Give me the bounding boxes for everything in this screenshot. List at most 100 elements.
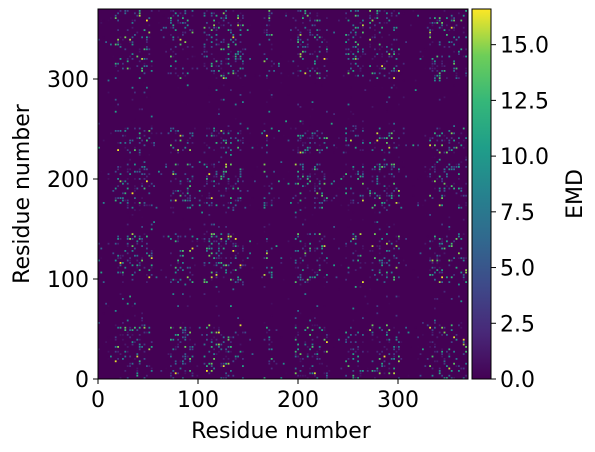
heatmap-cell [326,41,328,43]
heatmap-cell [114,62,117,65]
heatmap-cell [333,238,335,240]
heatmap-cell [225,17,227,19]
heatmap-cell [146,283,148,286]
heatmap-cell [134,271,136,274]
heatmap-cell [400,358,403,360]
heatmap-cell [374,274,376,276]
heatmap-cell [186,355,189,358]
heatmap-cell [352,211,355,214]
heatmap-cell [172,293,175,295]
heatmap-cell [306,46,309,48]
heatmap-cell [220,257,223,259]
heatmap-cell [167,17,170,19]
heatmap-cell [273,197,275,199]
heatmap-cell [450,14,453,17]
heatmap-cell [429,144,431,147]
heatmap-cell [184,331,187,334]
heatmap-cell [297,139,299,142]
heatmap-cell [124,343,127,346]
heatmap-cell [138,238,141,240]
heatmap-cell [131,274,134,276]
heatmap-cell [117,254,119,257]
heatmap-cell [306,67,309,70]
heatmap-cell [345,173,347,175]
heatmap-cell [443,96,446,99]
heatmap-cell [316,14,319,17]
heatmap-cell [215,353,218,355]
heatmap-cell [131,278,134,281]
heatmap-cell [294,238,297,240]
heatmap-cell [335,194,338,197]
heatmap-cell [102,343,105,346]
heatmap-cell [213,175,215,178]
heatmap-cell [438,41,441,43]
heatmap-cell [292,197,295,199]
heatmap-cell [362,218,364,221]
heatmap-cell [431,70,434,72]
heatmap-cell [297,266,299,269]
heatmap-cell [242,48,244,51]
heatmap-cell [150,132,153,135]
heatmap-cell [203,240,206,243]
heatmap-cell [302,358,304,360]
heatmap-cell [350,326,352,329]
heatmap-cell [318,346,321,348]
heatmap-cell [429,346,431,348]
heatmap-cell [347,336,350,339]
heatmap-cell [311,137,314,139]
heatmap-cell [148,331,151,334]
heatmap-cell [114,324,117,327]
heatmap-cell [429,269,431,271]
heatmap-cell [354,134,357,137]
heatmap-cell [357,26,359,29]
heatmap-cell [136,137,139,139]
heatmap-cell [386,137,388,139]
heatmap-cell [184,329,187,331]
heatmap-cell [138,10,141,12]
heatmap-cell [165,276,167,279]
heatmap-cell [386,242,388,245]
heatmap-cell [150,182,153,185]
heatmap-cell [347,209,350,211]
heatmap-cell [218,346,220,348]
heatmap-cell [234,286,237,288]
heatmap-cell [280,72,283,75]
y-axis-label: Residue number [10,103,35,284]
heatmap-cell [237,17,239,19]
heatmap-cell [354,250,357,252]
heatmap-cell [170,264,172,267]
heatmap-cell [242,377,244,379]
heatmap-cell [398,341,400,343]
heatmap-cell [117,350,119,353]
heatmap-cell [184,41,187,43]
heatmap-cell [297,355,299,358]
heatmap-cell [398,170,400,173]
heatmap-cell [112,190,115,192]
heatmap-cell [210,132,213,135]
heatmap-cell [443,139,446,142]
heatmap-cell [383,62,386,65]
heatmap-cell [388,362,391,365]
heatmap-cell [443,358,446,360]
heatmap-cell [376,245,379,247]
heatmap-cell [206,55,208,58]
heatmap-cell [443,46,446,48]
heatmap-cell [309,190,311,192]
heatmap-cell [227,346,230,348]
heatmap-cell [167,72,170,75]
heatmap-cell [460,144,463,147]
heatmap-cell [386,101,388,103]
heatmap-cell [174,178,177,180]
heatmap-cell [196,245,199,247]
heatmap-cell [227,338,230,341]
heatmap-cell [311,168,314,171]
heatmap-cell [184,346,187,348]
heatmap-cell [388,259,391,262]
heatmap-cell [227,238,230,240]
heatmap-cell [359,149,362,151]
heatmap-cell [350,218,352,221]
heatmap-cell [465,55,467,58]
heatmap-cell [172,211,175,214]
heatmap-cell [186,187,189,190]
heatmap-cell [172,338,175,341]
